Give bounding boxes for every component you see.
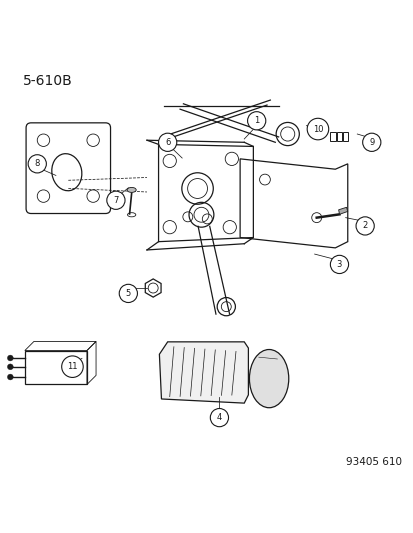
Circle shape — [210, 408, 228, 427]
Bar — [342, 132, 347, 141]
Circle shape — [28, 155, 46, 173]
Polygon shape — [338, 207, 347, 214]
Ellipse shape — [249, 350, 288, 408]
Text: 5-610B: 5-610B — [23, 74, 72, 88]
Text: 7: 7 — [113, 196, 118, 205]
Polygon shape — [159, 342, 248, 403]
Circle shape — [7, 355, 13, 361]
Text: 10: 10 — [312, 125, 323, 134]
Text: 9: 9 — [368, 138, 373, 147]
Circle shape — [355, 217, 373, 235]
Bar — [336, 132, 341, 141]
Text: 3: 3 — [336, 260, 341, 269]
Circle shape — [107, 191, 125, 209]
Text: 4: 4 — [216, 413, 221, 422]
Circle shape — [119, 284, 137, 303]
Circle shape — [158, 133, 176, 151]
Circle shape — [330, 255, 348, 273]
Ellipse shape — [127, 188, 136, 192]
Text: 2: 2 — [362, 221, 367, 230]
Text: 5: 5 — [126, 289, 131, 298]
Circle shape — [62, 356, 83, 377]
Circle shape — [7, 364, 13, 370]
Text: 11: 11 — [67, 362, 78, 371]
Circle shape — [306, 118, 328, 140]
Circle shape — [247, 112, 265, 130]
Circle shape — [362, 133, 380, 151]
Text: 6: 6 — [165, 138, 170, 147]
Text: 93405 610: 93405 610 — [345, 457, 401, 467]
Text: 8: 8 — [35, 159, 40, 168]
Text: 1: 1 — [254, 116, 259, 125]
Circle shape — [7, 374, 13, 380]
Bar — [330, 132, 335, 141]
